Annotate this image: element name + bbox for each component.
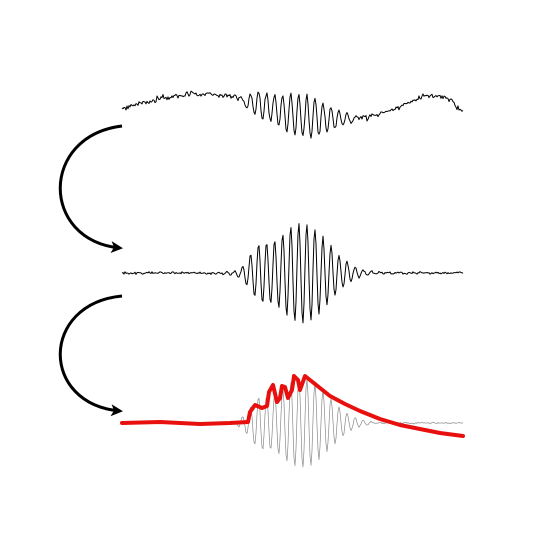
envelope-curve [120,374,465,438]
raw-signal-trace [121,90,464,139]
arrow-raw-to-filtered [58,124,123,254]
faint-oscillation-trace [224,378,464,468]
filtered-signal-panel [121,223,464,324]
envelope-signal-panel [120,374,465,468]
raw-signal-panel [121,90,464,139]
filtered-signal-trace [121,223,464,324]
arrow-filtered-to-envelope [58,294,123,417]
